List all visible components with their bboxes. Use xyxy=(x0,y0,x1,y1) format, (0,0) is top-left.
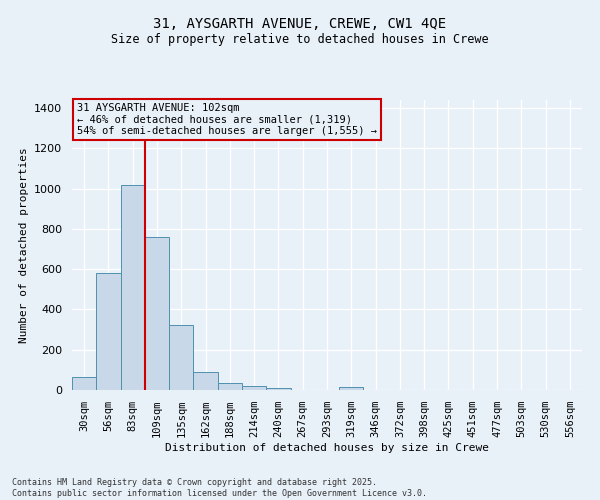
Text: Size of property relative to detached houses in Crewe: Size of property relative to detached ho… xyxy=(111,32,489,46)
Y-axis label: Number of detached properties: Number of detached properties xyxy=(19,147,29,343)
Bar xyxy=(121,184,145,390)
Text: 31, AYSGARTH AVENUE, CREWE, CW1 4QE: 31, AYSGARTH AVENUE, CREWE, CW1 4QE xyxy=(154,18,446,32)
Bar xyxy=(72,377,96,390)
Bar xyxy=(218,383,242,390)
Bar xyxy=(242,386,266,390)
Text: Contains HM Land Registry data © Crown copyright and database right 2025.
Contai: Contains HM Land Registry data © Crown c… xyxy=(12,478,427,498)
Bar xyxy=(193,372,218,390)
Text: 31 AYSGARTH AVENUE: 102sqm
← 46% of detached houses are smaller (1,319)
54% of s: 31 AYSGARTH AVENUE: 102sqm ← 46% of deta… xyxy=(77,103,377,136)
Bar xyxy=(339,387,364,390)
Bar xyxy=(145,237,169,390)
Bar xyxy=(169,324,193,390)
Bar xyxy=(266,388,290,390)
Bar xyxy=(96,273,121,390)
X-axis label: Distribution of detached houses by size in Crewe: Distribution of detached houses by size … xyxy=(165,443,489,453)
